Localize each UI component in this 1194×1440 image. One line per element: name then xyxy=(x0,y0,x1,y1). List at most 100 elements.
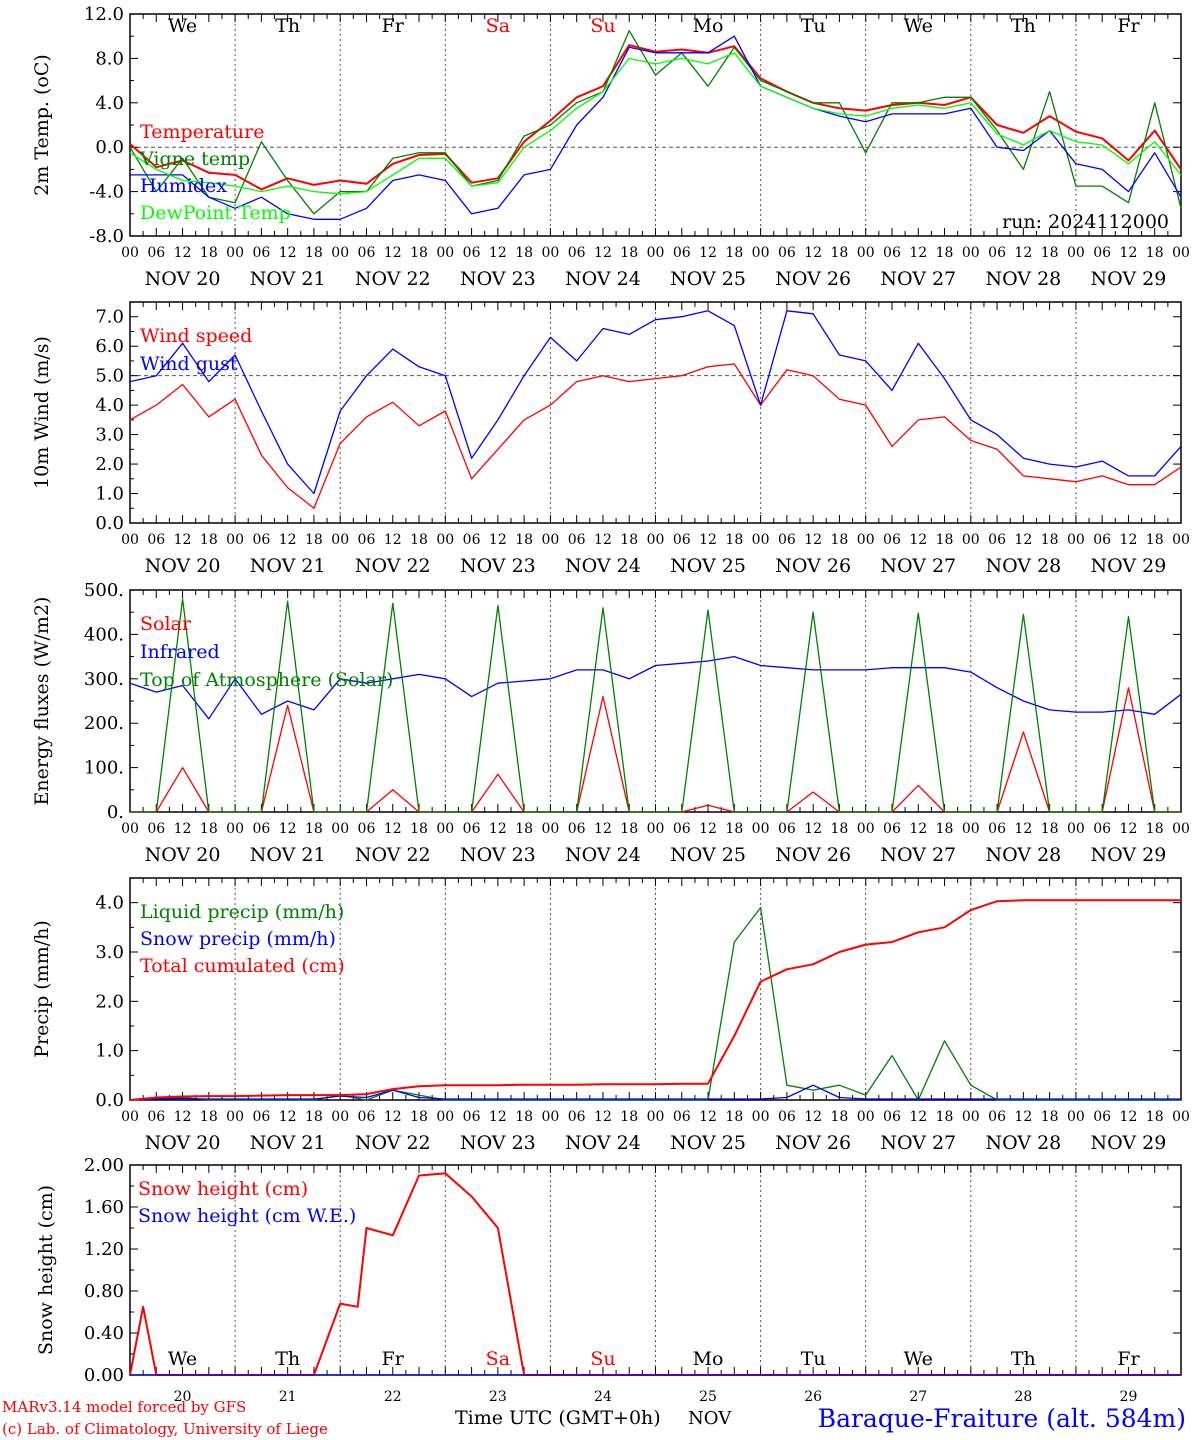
hour-label: 00 xyxy=(962,245,980,261)
hour-label: 18 xyxy=(515,245,533,261)
date-label: NOV 27 xyxy=(880,1132,956,1154)
hour-label: 06 xyxy=(988,1109,1006,1125)
month-label: NOV xyxy=(688,1408,732,1429)
y-tick-label: 2.0 xyxy=(95,991,124,1012)
hour-label: 00 xyxy=(1172,245,1190,261)
hour-label: 12 xyxy=(594,532,612,548)
y-tick-label: 4.0 xyxy=(95,395,124,416)
hour-label: 00 xyxy=(121,532,139,548)
hour-label: 18 xyxy=(515,821,533,837)
hour-label: 00 xyxy=(331,245,349,261)
hour-label: 06 xyxy=(463,532,481,548)
y-tick-label: 12.0 xyxy=(84,4,124,25)
hour-label: 06 xyxy=(673,245,691,261)
legend-entry: Snow height (cm) xyxy=(138,1178,308,1200)
hour-label: 12 xyxy=(384,532,402,548)
series-line-snow-height-cm xyxy=(129,1172,1181,1376)
hour-label: 00 xyxy=(647,821,665,837)
weekday-label: Th xyxy=(275,1348,300,1370)
hour-label: 06 xyxy=(463,245,481,261)
hour-label: 00 xyxy=(121,245,139,261)
date-label: NOV 28 xyxy=(985,268,1061,290)
hour-label: 12 xyxy=(594,245,612,261)
hour-label: 00 xyxy=(857,532,875,548)
weekday-label: Su xyxy=(590,1348,615,1370)
x-axis-label: Time UTC (GMT+0h) xyxy=(455,1407,661,1429)
hour-label: 12 xyxy=(804,245,822,261)
y-tick-label: 1.0 xyxy=(95,484,124,505)
hour-label: 12 xyxy=(909,821,927,837)
y-tick-label: 4.0 xyxy=(95,893,124,914)
hour-label: 06 xyxy=(1093,821,1111,837)
hour-label: 06 xyxy=(778,245,796,261)
hour-label: 00 xyxy=(226,532,244,548)
y-tick-label: 0.40 xyxy=(84,1323,124,1344)
hour-label: 12 xyxy=(909,245,927,261)
date-label: NOV 27 xyxy=(880,844,956,866)
y-tick-label: 0.0 xyxy=(95,513,124,534)
hour-label: 18 xyxy=(936,245,954,261)
hour-label: 06 xyxy=(147,532,165,548)
chart-panel-5 xyxy=(129,1164,1182,1376)
hour-label: 18 xyxy=(936,1109,954,1125)
hour-label: 18 xyxy=(1041,821,1059,837)
hour-label: 00 xyxy=(857,1109,875,1125)
y-tick-label: 8.0 xyxy=(95,48,124,69)
hour-label: 18 xyxy=(200,245,218,261)
hour-label: 06 xyxy=(463,1109,481,1125)
legend-entry: Vigne temp xyxy=(139,148,250,170)
hour-label: 12 xyxy=(1120,532,1138,548)
hour-label: 00 xyxy=(1067,821,1085,837)
hour-label: 18 xyxy=(620,1109,638,1125)
hour-label: 00 xyxy=(436,532,454,548)
hour-label: 06 xyxy=(568,245,586,261)
hour-label: 00 xyxy=(436,821,454,837)
y-tick-label: -4.0 xyxy=(89,182,124,203)
hour-label: 12 xyxy=(1120,245,1138,261)
hour-label: 12 xyxy=(1014,1109,1032,1125)
hour-label: 18 xyxy=(936,532,954,548)
series-line-snow-precip-mm-h xyxy=(129,1084,1181,1101)
hour-label: 06 xyxy=(883,532,901,548)
hour-label: 18 xyxy=(725,532,743,548)
hour-label: 18 xyxy=(936,821,954,837)
y-tick-label: 400. xyxy=(84,624,124,645)
hour-label: 18 xyxy=(831,1109,849,1125)
hour-label: 00 xyxy=(857,821,875,837)
hour-label: 00 xyxy=(541,1109,559,1125)
day-number: 26 xyxy=(804,1389,822,1405)
hour-label: 12 xyxy=(699,245,717,261)
hour-label: 18 xyxy=(515,532,533,548)
hour-label: 12 xyxy=(1014,245,1032,261)
hour-label: 12 xyxy=(909,1109,927,1125)
hour-label: 12 xyxy=(384,1109,402,1125)
hour-label: 12 xyxy=(174,821,192,837)
date-label: NOV 25 xyxy=(670,844,746,866)
hour-label: 06 xyxy=(673,821,691,837)
hour-label: 12 xyxy=(1120,821,1138,837)
chart-panel-1 xyxy=(129,13,1182,237)
hour-label: 00 xyxy=(962,821,980,837)
date-label: NOV 22 xyxy=(355,844,431,866)
weekday-label: We xyxy=(168,1348,197,1370)
y-tick-label: 2.0 xyxy=(95,454,124,475)
hour-label: 12 xyxy=(174,245,192,261)
y-axis-label: Energy fluxes (W/m2) xyxy=(31,597,53,806)
day-number: 22 xyxy=(384,1389,402,1405)
hour-label: 12 xyxy=(1014,532,1032,548)
hour-label: 06 xyxy=(778,821,796,837)
hour-label: 00 xyxy=(962,1109,980,1125)
hour-label: 00 xyxy=(541,821,559,837)
hour-label: 00 xyxy=(647,532,665,548)
date-label: NOV 26 xyxy=(775,555,851,577)
y-tick-label: 0.0 xyxy=(95,1090,124,1111)
hour-label: 12 xyxy=(279,821,297,837)
hour-label: 18 xyxy=(515,1109,533,1125)
series-line-total-cumulated-cm xyxy=(129,899,1181,1101)
series-line-infrared xyxy=(129,655,1182,720)
weekday-label: Tu xyxy=(801,15,826,37)
series-line-wind-gust xyxy=(129,310,1182,495)
hour-label: 18 xyxy=(1041,245,1059,261)
date-label: NOV 24 xyxy=(565,1132,641,1154)
hour-label: 12 xyxy=(489,821,507,837)
